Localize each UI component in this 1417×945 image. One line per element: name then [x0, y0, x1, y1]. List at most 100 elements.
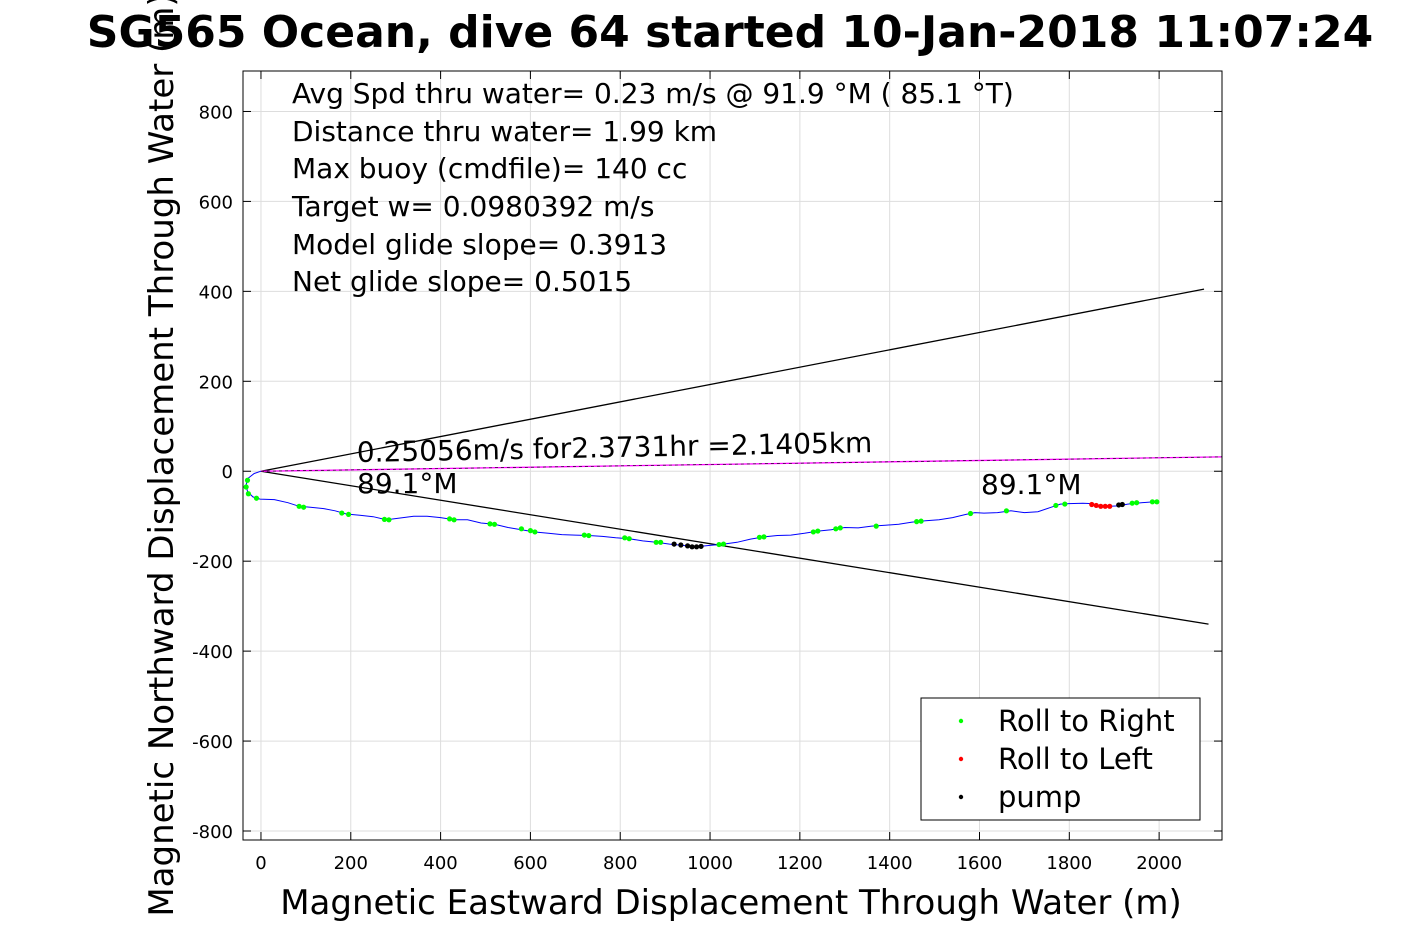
point-roll-to-left	[1098, 503, 1104, 509]
point-roll-to-right	[761, 534, 767, 540]
plot-frame	[242, 70, 1223, 841]
y-tick-label: 600	[199, 192, 233, 213]
legend: Roll to Right Roll to Left pump	[920, 697, 1201, 821]
x-tick-label: 2000	[1136, 853, 1182, 874]
x-tick-label: 0	[255, 853, 266, 874]
point-roll-to-right	[487, 521, 493, 527]
point-roll-to-right	[245, 491, 251, 497]
point-roll-to-right	[243, 484, 249, 490]
y-tick-label: -800	[192, 822, 233, 843]
x-tick-label: 600	[513, 853, 547, 874]
stats-line-target-w: Target w= 0.0980392 m/s	[291, 190, 654, 223]
point-roll-to-right	[1154, 499, 1160, 505]
axis-ticks: 0 200 400 600 800 1000 1200 1400 1600 1800 2000-80…	[192, 71, 1222, 874]
point-roll-to-right	[837, 525, 843, 531]
envelope-upper-line	[260, 288, 1205, 472]
chart-title: SG565 Ocean, dive 64 started 10-Jan-2018…	[87, 7, 1373, 58]
x-tick-label: 1200	[777, 853, 823, 874]
point-roll-to-right	[381, 516, 388, 522]
x-tick-label: 1600	[957, 853, 1003, 874]
point-roll-to-right	[720, 541, 727, 547]
stats-line-model-glide: Model glide slope= 0.3913	[292, 228, 667, 261]
point-roll-to-right	[967, 510, 974, 517]
point-pump	[689, 544, 695, 550]
x-tick-label: 1800	[1046, 853, 1092, 874]
envelope-lower-line	[260, 470, 1209, 625]
point-roll-to-right	[716, 541, 722, 548]
point-roll-to-right	[518, 526, 525, 532]
legend-marker-roll-left	[958, 756, 964, 762]
point-pump	[671, 541, 677, 547]
legend-marker-pump	[958, 794, 964, 800]
point-roll-to-right	[446, 516, 453, 522]
point-roll-to-right	[626, 536, 632, 542]
point-roll-to-right	[815, 528, 821, 534]
stats-line-distance: Distance thru water= 1.99 km	[292, 115, 717, 148]
y-tick-label: -600	[192, 732, 233, 753]
legend-label-pump: pump	[998, 780, 1081, 814]
x-tick-label: 200	[334, 853, 368, 874]
plot-data	[243, 288, 1223, 625]
point-roll-to-right	[1053, 502, 1059, 509]
point-roll-to-right	[386, 517, 392, 523]
point-roll-to-right	[873, 523, 879, 529]
point-roll-to-right	[653, 539, 659, 545]
point-roll-to-left	[1089, 501, 1095, 508]
point-roll-to-right	[345, 511, 352, 518]
point-roll-to-right	[339, 510, 345, 516]
stats-line-net-glide: Net glide slope= 0.5015	[292, 265, 632, 298]
x-tick-label: 800	[603, 853, 637, 874]
point-roll-to-right	[918, 518, 924, 524]
heading-label-left: 89.1°M	[357, 467, 458, 500]
x-tick-label: 400	[423, 853, 457, 874]
point-pump	[693, 544, 700, 550]
point-roll-to-right	[1129, 500, 1135, 506]
y-tick-label: 400	[199, 282, 233, 303]
point-roll-to-right	[301, 504, 307, 510]
legend-label-roll-left: Roll to Left	[998, 742, 1153, 776]
point-roll-to-right	[244, 477, 251, 483]
point-roll-to-right	[1134, 500, 1140, 506]
point-roll-to-right	[296, 503, 302, 509]
point-roll-to-left	[1102, 503, 1108, 509]
stats-text-block: Avg Spd thru water= 0.23 m/s @ 91.9 °M (…	[291, 77, 1014, 298]
point-roll-to-left	[1093, 502, 1099, 509]
stats-line-max-buoy: Max buoy (cmdfile)= 140 cc	[292, 152, 687, 185]
x-tick-label: 1400	[867, 853, 913, 874]
y-tick-label: 200	[199, 372, 233, 393]
point-roll-to-right	[810, 529, 816, 535]
point-pump	[684, 543, 691, 549]
y-tick-label: 800	[199, 102, 233, 123]
point-roll-to-right	[914, 519, 920, 525]
point-roll-to-right	[581, 532, 587, 538]
heading-label-right: 89.1°M	[981, 468, 1082, 501]
y-tick-label: -200	[192, 552, 233, 573]
legend-label-roll-right: Roll to Right	[998, 704, 1175, 738]
point-roll-to-right	[253, 495, 260, 501]
stats-line-avg-speed: Avg Spd thru water= 0.23 m/s @ 91.9 °M (…	[292, 77, 1014, 110]
point-roll-to-right	[622, 535, 628, 541]
legend-marker-roll-right	[958, 718, 964, 724]
point-roll-to-right	[1149, 499, 1155, 505]
point-roll-to-right	[527, 528, 534, 534]
point-pump	[1119, 501, 1125, 508]
y-tick-label: -400	[192, 642, 233, 663]
point-roll-to-right	[833, 526, 839, 532]
y-axis-label: Magnetic Northward Displacement Through …	[142, 0, 182, 917]
legend-box	[920, 697, 1201, 821]
point-roll-to-right	[491, 521, 498, 527]
point-roll-to-right	[658, 539, 664, 545]
x-tick-label: 1000	[687, 853, 733, 874]
y-tick-label: 0	[222, 462, 233, 483]
point-pump	[698, 543, 704, 549]
point-roll-to-left	[1107, 503, 1113, 509]
point-roll-to-right	[1062, 501, 1068, 507]
point-roll-to-right	[756, 534, 763, 540]
point-roll-to-right	[586, 532, 592, 539]
x-axis-label: Magnetic Eastward Displacement Through W…	[280, 883, 1182, 923]
heading-line-dash	[260, 456, 1223, 472]
point-pump	[678, 542, 684, 548]
point-roll-to-right	[532, 529, 538, 535]
point-roll-to-right	[451, 517, 457, 523]
